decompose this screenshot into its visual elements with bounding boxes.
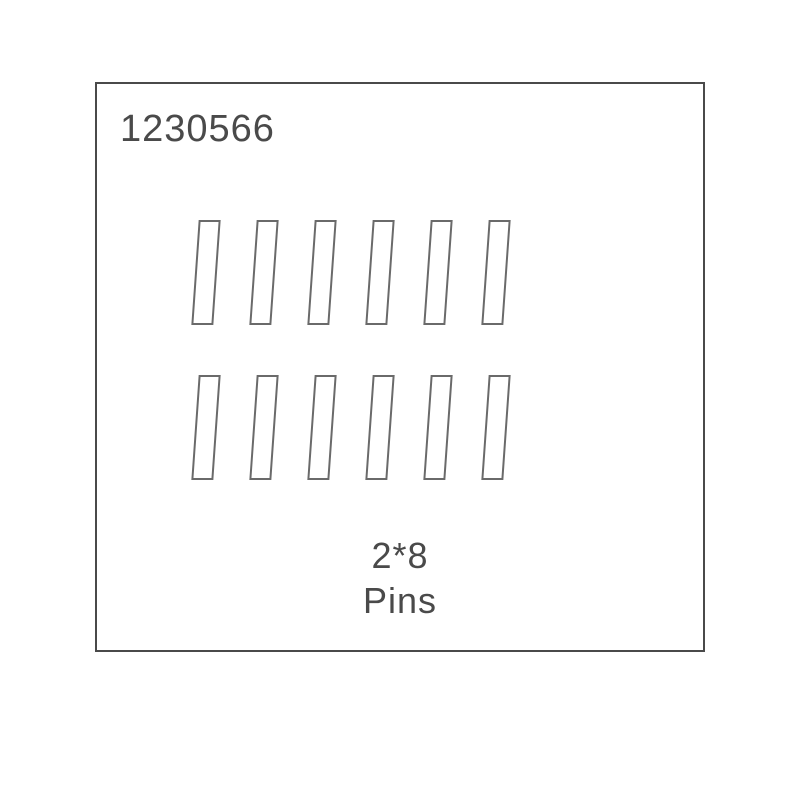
pin-icon bbox=[365, 220, 394, 325]
pin-icon bbox=[365, 375, 394, 480]
pin-icon bbox=[249, 375, 278, 480]
pin-icon bbox=[249, 220, 278, 325]
pin-icon bbox=[307, 220, 336, 325]
size-label: 2*8 bbox=[0, 535, 800, 577]
pin-icon bbox=[423, 220, 452, 325]
name-label: Pins bbox=[0, 580, 800, 622]
pin-icon bbox=[191, 220, 220, 325]
pin-icon bbox=[307, 375, 336, 480]
pin-icon bbox=[191, 375, 220, 480]
pin-row bbox=[195, 220, 507, 325]
pin-icon bbox=[481, 220, 510, 325]
pins-grid bbox=[195, 220, 507, 480]
part-number: 1230566 bbox=[120, 108, 275, 151]
pin-row bbox=[195, 375, 507, 480]
pin-icon bbox=[481, 375, 510, 480]
pin-icon bbox=[423, 375, 452, 480]
